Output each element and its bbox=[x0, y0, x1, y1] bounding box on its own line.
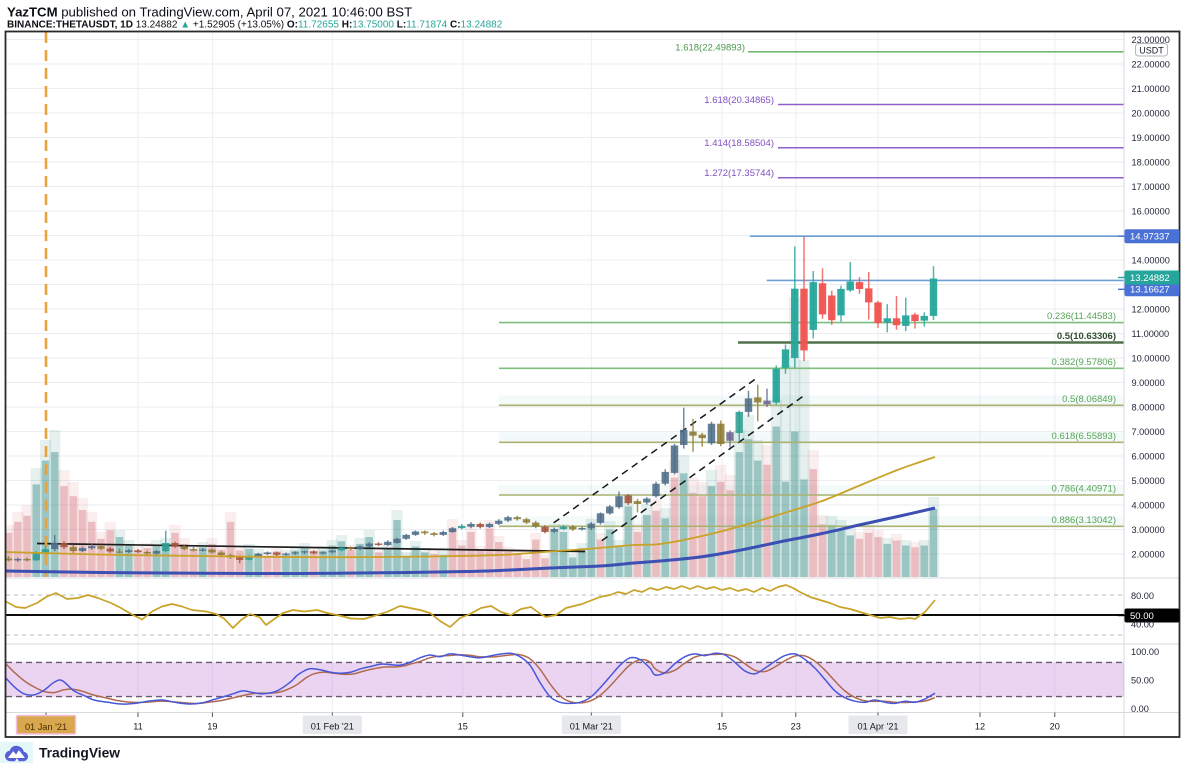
svg-text:100.00: 100.00 bbox=[1131, 647, 1159, 657]
svg-text:01 Apr '21: 01 Apr '21 bbox=[857, 722, 898, 732]
svg-text:7.00000: 7.00000 bbox=[1132, 427, 1165, 437]
svg-text:4.00000: 4.00000 bbox=[1132, 500, 1165, 510]
svg-text:14.97337: 14.97337 bbox=[1130, 232, 1170, 243]
svg-text:0.5(10.63306): 0.5(10.63306) bbox=[1057, 331, 1116, 342]
svg-text:16.00000: 16.00000 bbox=[1132, 206, 1170, 216]
svg-text:5.00000: 5.00000 bbox=[1132, 476, 1165, 486]
svg-text:14.00000: 14.00000 bbox=[1132, 255, 1170, 265]
svg-text:USDT: USDT bbox=[1139, 45, 1164, 55]
svg-text:22.00000: 22.00000 bbox=[1132, 59, 1170, 69]
svg-text:1.272(17.35744): 1.272(17.35744) bbox=[704, 168, 774, 179]
svg-text:01 Jan '21: 01 Jan '21 bbox=[25, 722, 67, 732]
svg-text:12.00000: 12.00000 bbox=[1132, 304, 1170, 314]
svg-text:19: 19 bbox=[207, 722, 217, 732]
svg-text:0.236(11.44583): 0.236(11.44583) bbox=[1047, 311, 1116, 322]
svg-text:0.5(8.06849): 0.5(8.06849) bbox=[1062, 394, 1116, 405]
svg-text:8.00000: 8.00000 bbox=[1132, 402, 1165, 412]
svg-text:80.00: 80.00 bbox=[1131, 591, 1154, 601]
svg-text:20: 20 bbox=[1050, 722, 1060, 732]
svg-text:23: 23 bbox=[791, 722, 801, 732]
svg-text:19.00000: 19.00000 bbox=[1132, 133, 1170, 143]
svg-text:18.00000: 18.00000 bbox=[1132, 157, 1170, 167]
svg-text:15: 15 bbox=[717, 722, 727, 732]
svg-text:01 Feb '21: 01 Feb '21 bbox=[311, 722, 354, 732]
svg-text:0.786(4.40971): 0.786(4.40971) bbox=[1052, 484, 1116, 495]
svg-text:40.00: 40.00 bbox=[1131, 620, 1154, 630]
svg-text:0.00: 0.00 bbox=[1131, 704, 1149, 714]
svg-text:50.00: 50.00 bbox=[1131, 675, 1154, 685]
svg-text:TradingView: TradingView bbox=[39, 746, 120, 761]
svg-text:6.00000: 6.00000 bbox=[1132, 451, 1165, 461]
svg-text:9.00000: 9.00000 bbox=[1132, 378, 1165, 388]
svg-text:YazTCM published on TradingVie: YazTCM published on TradingView.com, Apr… bbox=[7, 5, 412, 20]
svg-text:21.00000: 21.00000 bbox=[1132, 84, 1170, 94]
svg-text:50.00: 50.00 bbox=[1130, 611, 1154, 622]
svg-text:11.00000: 11.00000 bbox=[1132, 329, 1170, 339]
svg-text:12: 12 bbox=[975, 722, 985, 732]
svg-text:BINANCE:THETAUSDT, 1D 13.2488: BINANCE:THETAUSDT, 1D 13.24882 ▲ +1.5290… bbox=[7, 20, 503, 31]
svg-text:13.24882: 13.24882 bbox=[1130, 273, 1170, 284]
svg-text:3.00000: 3.00000 bbox=[1132, 525, 1165, 535]
svg-text:0.886(3.13042): 0.886(3.13042) bbox=[1052, 515, 1116, 526]
svg-text:1.618(22.49893): 1.618(22.49893) bbox=[675, 42, 745, 53]
svg-text:1.618(20.34865): 1.618(20.34865) bbox=[704, 95, 774, 106]
svg-text:0.618(6.55893): 0.618(6.55893) bbox=[1052, 431, 1116, 442]
svg-text:0.382(9.57806): 0.382(9.57806) bbox=[1052, 357, 1116, 368]
svg-text:1.414(18.58504): 1.414(18.58504) bbox=[704, 138, 774, 149]
svg-text:01 Mar '21: 01 Mar '21 bbox=[570, 722, 613, 732]
svg-text:23.00000: 23.00000 bbox=[1132, 35, 1170, 45]
svg-text:15: 15 bbox=[458, 722, 468, 732]
svg-text:13.16627: 13.16627 bbox=[1130, 285, 1170, 296]
svg-text:10.00000: 10.00000 bbox=[1132, 353, 1170, 363]
svg-text:2.00000: 2.00000 bbox=[1132, 549, 1165, 559]
svg-text:17.00000: 17.00000 bbox=[1132, 182, 1170, 192]
svg-text:11: 11 bbox=[133, 722, 143, 732]
svg-text:20.00000: 20.00000 bbox=[1132, 108, 1170, 118]
